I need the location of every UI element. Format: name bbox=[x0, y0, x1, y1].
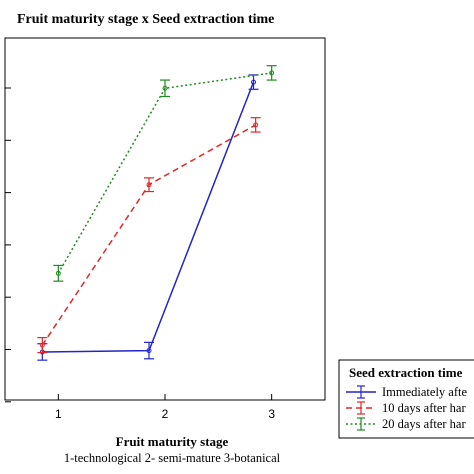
error-bar bbox=[250, 117, 261, 133]
x-tick-label: 1 bbox=[55, 407, 62, 421]
legend-item-1: Immediately afte bbox=[346, 385, 467, 399]
legend-item-2: 10 days after har bbox=[346, 401, 466, 415]
legend-item-3: 20 days after har bbox=[346, 417, 466, 431]
data-point bbox=[146, 182, 152, 188]
data-point bbox=[146, 348, 152, 354]
data-point bbox=[253, 122, 259, 128]
data-point bbox=[162, 85, 168, 91]
series-line bbox=[42, 81, 255, 353]
legend-box bbox=[338, 359, 474, 439]
series-2 bbox=[37, 117, 261, 354]
y-axis-ticks bbox=[5, 87, 11, 403]
error-bar bbox=[37, 336, 48, 354]
data-point bbox=[269, 70, 275, 76]
legend: Seed extraction time Immediately afte 10 … bbox=[338, 359, 474, 439]
error-bar bbox=[248, 74, 259, 90]
error-bar bbox=[144, 341, 154, 360]
error-bar bbox=[160, 79, 170, 98]
data-point bbox=[39, 342, 45, 348]
legend-label: 20 days after har bbox=[382, 417, 466, 431]
x-tick-label: 2 bbox=[162, 407, 169, 421]
series-layer bbox=[37, 65, 277, 361]
x-tick-label: 3 bbox=[268, 407, 275, 421]
series-1 bbox=[37, 74, 259, 361]
chart-title: Fruit maturity stage x Seed extraction t… bbox=[17, 12, 274, 27]
legend-label: 10 days after har bbox=[382, 401, 466, 415]
legend-label: Immediately afte bbox=[382, 385, 467, 399]
data-point bbox=[251, 79, 257, 85]
x-axis-label: Fruit maturity stage bbox=[116, 434, 229, 449]
legend-title: Seed extraction time bbox=[349, 365, 463, 380]
error-bar bbox=[266, 65, 277, 81]
error-bar bbox=[53, 264, 64, 282]
error-bar bbox=[144, 177, 154, 193]
series-line bbox=[57, 72, 272, 274]
data-point bbox=[55, 270, 61, 276]
x-axis-subtitle: 1-technological 2- semi-mature 3-botanic… bbox=[64, 451, 281, 465]
x-axis-ticks: 1 2 3 bbox=[55, 394, 275, 421]
series-3 bbox=[53, 65, 277, 282]
legend-items: Immediately afte 10 days after har 20 days… bbox=[346, 385, 467, 431]
